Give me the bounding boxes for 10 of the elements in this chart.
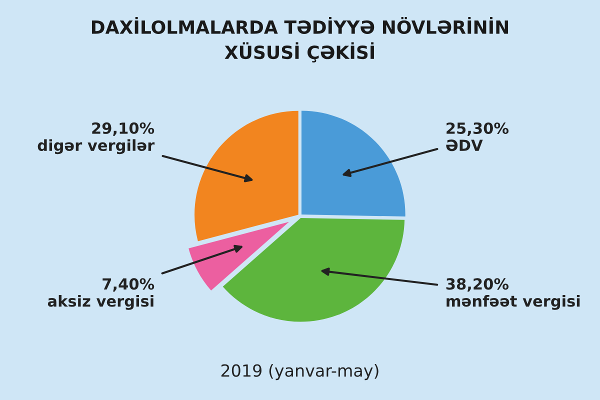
data-label: 38,20% <box>446 278 509 292</box>
text: 2019 (yanvar-may) <box>221 364 378 380</box>
slice-label: mənfəət vergisi <box>446 294 580 310</box>
data-label: 25,30% <box>446 122 509 136</box>
slice-label: digər vergilər <box>38 139 155 154</box>
data-label: 29,10% <box>92 122 154 136</box>
slice-label: ƏDV <box>446 140 483 152</box>
chart-title: DAXİLOLMALARDA TƏDİYYƏ NÖVLƏRİNİN XÜSUSİ ÇƏKİSİ <box>92 17 508 62</box>
slice-label: aksiz vergisi <box>48 294 154 310</box>
data-label: 7,40% <box>102 278 154 292</box>
